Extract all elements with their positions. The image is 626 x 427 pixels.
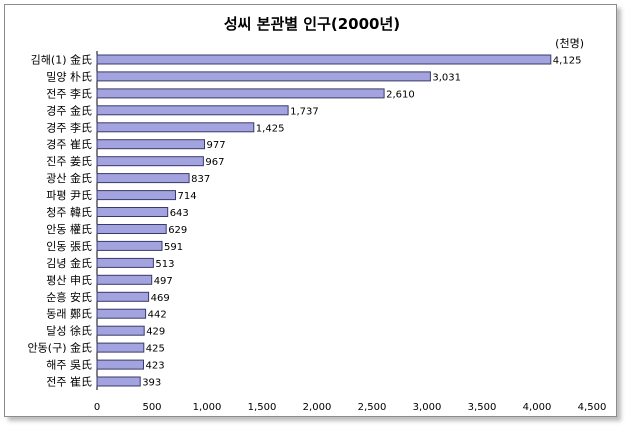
x-tick-label: 4,500 (578, 402, 607, 413)
bar (96, 71, 431, 82)
value-label: 967 (205, 157, 224, 168)
value-label: 469 (151, 293, 170, 304)
x-tick-label: 0 (94, 402, 100, 413)
value-labels: 4,125 3,031 2,610 1,737 1,425 977 967 837 714 643… (142, 56, 581, 389)
value-label: 393 (142, 378, 161, 389)
bar (96, 342, 145, 353)
bar (96, 54, 552, 65)
value-label: 429 (146, 327, 165, 338)
category-label: 파평 尹氏 (46, 189, 92, 202)
value-label: 591 (164, 242, 183, 253)
category-label: 김해(1) 金氏 (31, 53, 92, 67)
value-label: 4,125 (553, 56, 582, 67)
value-label: 629 (168, 225, 187, 236)
category-label: 광산 金氏 (46, 171, 92, 185)
category-label: 평산 申氏 (46, 274, 92, 287)
value-label: 1,737 (290, 106, 319, 117)
bar (96, 359, 144, 370)
x-tick-label: 500 (142, 402, 161, 413)
category-label: 김녕 金氏 (46, 256, 92, 270)
x-tick-label: 2,000 (303, 402, 332, 413)
bar (96, 122, 255, 133)
value-label: 1,425 (256, 123, 285, 134)
bar (96, 207, 169, 217)
category-label: 순흥 安氏 (46, 290, 92, 304)
bar (96, 105, 289, 116)
category-label: 진주 姜氏 (46, 154, 92, 168)
x-tick-labels: 0 500 1,000 1,500 2,000 2,500 3,000 3,500 4,000 4… (94, 402, 607, 413)
bar (96, 376, 141, 387)
unit-label: (천명) (555, 36, 584, 50)
category-label: 전주 李氏 (46, 86, 92, 100)
value-label: 497 (154, 276, 173, 287)
bar (96, 156, 204, 167)
x-tick-label: 1,000 (193, 402, 222, 413)
bar (96, 325, 145, 336)
category-label: 밀양 朴氏 (46, 69, 92, 83)
bar (96, 308, 147, 319)
value-label: 2,610 (386, 89, 415, 100)
category-label: 안동 權氏 (46, 223, 92, 236)
category-label: 동래 鄭氏 (46, 307, 92, 321)
category-label: 전주 崔氏 (46, 375, 92, 389)
value-label: 643 (170, 208, 189, 219)
bar (96, 88, 385, 99)
value-label: 3,031 (432, 72, 461, 83)
value-label: 425 (146, 344, 165, 355)
value-label: 423 (146, 361, 165, 372)
category-labels: 김해(1) 金氏 밀양 朴氏 전주 李氏 경주 金氏 경주 李氏 경주 崔氏 진주 姜氏 광산… (28, 53, 92, 389)
x-tick-label: 4,000 (523, 402, 552, 413)
category-label: 경주 崔氏 (46, 137, 92, 151)
x-tick-label: 1,500 (248, 402, 277, 413)
category-label: 경주 金氏 (46, 103, 92, 117)
x-tick-label: 3,500 (468, 402, 497, 413)
bar (96, 190, 176, 201)
bars (96, 54, 552, 387)
category-label: 안동(구) 金氏 (28, 341, 92, 355)
bar (96, 224, 167, 234)
value-label: 714 (178, 191, 197, 202)
value-label: 513 (155, 259, 174, 270)
x-tick-label: 2,500 (358, 402, 387, 413)
category-label: 해주 吳氏 (46, 358, 92, 372)
bar (96, 274, 153, 285)
value-label: 977 (207, 140, 226, 151)
bar (96, 240, 163, 251)
x-tick-label: 3,000 (413, 402, 442, 413)
bar (96, 139, 205, 150)
category-label: 인동 張氏 (46, 240, 92, 253)
category-label: 청주 韓氏 (46, 206, 92, 219)
value-label: 837 (191, 174, 210, 185)
category-label: 달성 徐氏 (46, 324, 92, 338)
chart-title: 성씨 본관별 인구(2000년) (224, 15, 400, 33)
value-label: 442 (148, 310, 167, 321)
bar (96, 173, 190, 184)
category-label: 경주 李氏 (46, 120, 92, 134)
bar (96, 291, 150, 302)
bar (96, 257, 154, 268)
